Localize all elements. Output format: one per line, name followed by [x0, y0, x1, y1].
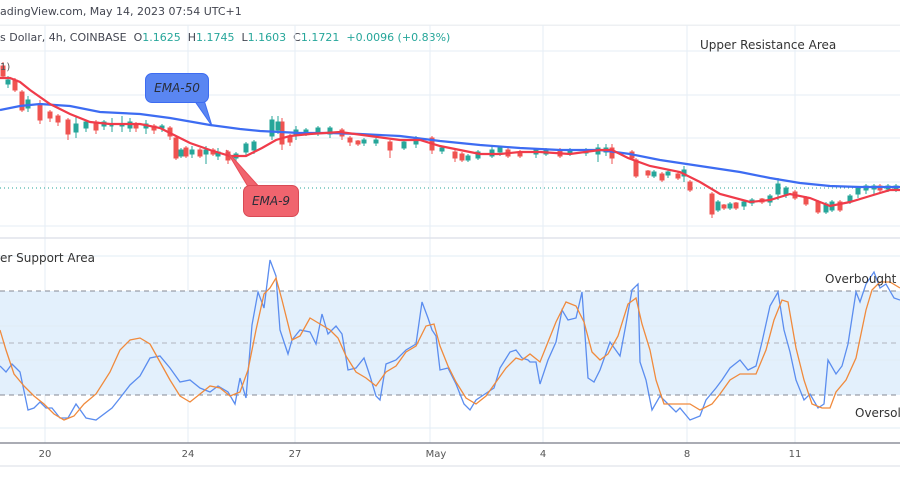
close-value: 1.1721 — [300, 31, 340, 44]
stoch-k-line — [0, 259, 900, 421]
ema9-callout: EMA-9 — [243, 185, 299, 217]
stoch-d-line — [0, 276, 900, 421]
stochastic-pane — [0, 255, 900, 429]
oversold-label: Oversold — [855, 406, 900, 420]
symbol-legend: s Dollar, 4h, COINBASE O1.1625 H1.1745 L… — [0, 31, 451, 44]
candlesticks — [0, 62, 899, 218]
ema50-line — [0, 102, 900, 189]
upper-resistance-label: Upper Resistance Area — [700, 38, 837, 52]
x-tick-may: May — [425, 449, 447, 460]
x-tick-27: 27 — [288, 449, 302, 460]
x-tick-8: 8 — [683, 449, 691, 460]
low-value: 1.1603 — [247, 31, 287, 44]
x-tick-20: 20 — [38, 449, 52, 460]
ema9-line — [0, 76, 900, 208]
x-tick-4: 4 — [539, 449, 547, 460]
change-value: +0.0096 (+0.83%) — [346, 31, 451, 44]
x-tick-11: 11 — [788, 449, 802, 460]
ema50-callout: EMA-50 — [145, 73, 209, 103]
source-timestamp: adingView.com, May 14, 2023 07:54 UTC+1 — [0, 5, 242, 18]
overbought-label: Overbought R — [825, 272, 900, 286]
x-tick-24: 24 — [181, 449, 195, 460]
symbol-name: s Dollar, 4h, COINBASE — [0, 31, 127, 44]
lower-support-label: er Support Area — [0, 251, 95, 265]
open-value: 1.1625 — [142, 31, 181, 44]
truncated-label: 1) — [0, 62, 11, 73]
high-value: 1.1745 — [196, 31, 235, 44]
